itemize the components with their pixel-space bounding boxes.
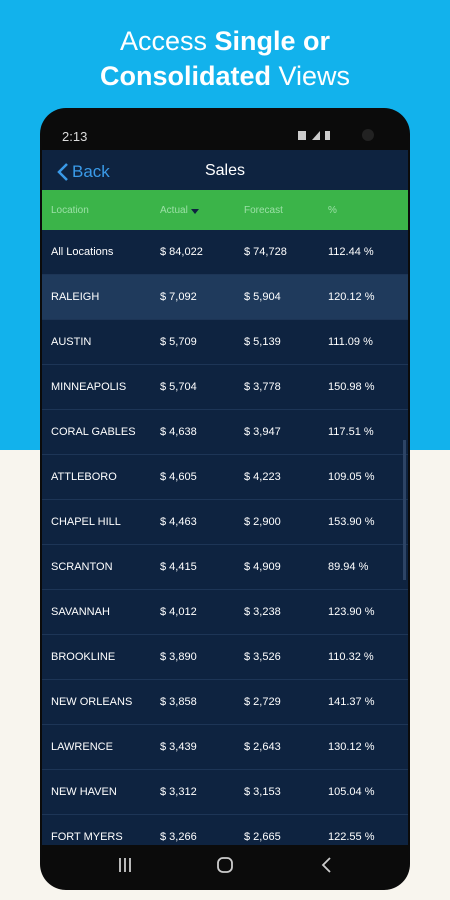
table-cell: 120.12 %	[328, 291, 375, 303]
table-cell: $ 2,729	[244, 696, 281, 708]
table-cell: 112.44 %	[328, 246, 374, 258]
nav-bar: Sales Back	[42, 150, 408, 190]
table-cell: $ 5,139	[244, 336, 281, 348]
table-cell: SAVANNAH	[51, 606, 110, 618]
table-row[interactable]: SCRANTON $ 4,415 $ 4,909 89.94 %	[42, 545, 408, 590]
table-cell: 89.94 %	[328, 561, 369, 573]
table-cell: $ 4,223	[244, 471, 281, 483]
table-cell: $ 3,439	[160, 741, 197, 753]
table-row[interactable]: SAVANNAH $ 4,012 $ 3,238 123.90 %	[42, 590, 408, 635]
table-cell: RALEIGH	[51, 291, 100, 303]
table-row[interactable]: BROOKLINE $ 3,890 $ 3,526 110.32 %	[42, 635, 408, 680]
table-row[interactable]: NEW ORLEANS $ 3,858 $ 2,729 141.37 %	[42, 680, 408, 725]
column-header[interactable]: Location	[51, 205, 89, 216]
table-cell: $ 3,312	[160, 786, 197, 798]
table-cell: $ 2,643	[244, 741, 281, 753]
back-button[interactable]: Back	[72, 162, 110, 181]
status-icons	[298, 129, 374, 141]
table-cell: $ 3,238	[244, 606, 281, 618]
table-cell: All Locations	[51, 246, 114, 258]
column-header[interactable]: Actual	[160, 205, 188, 216]
back-chevron[interactable]	[56, 162, 70, 182]
table-cell: 110.32 %	[328, 651, 374, 663]
table-cell: FORT MYERS	[51, 831, 123, 843]
phone: 2:13 Sales Back Location Actual Forecast% …	[40, 108, 410, 890]
table-cell: 117.51 %	[328, 426, 374, 438]
table-cell: $ 5,904	[244, 291, 281, 303]
system-nav	[119, 857, 331, 873]
scrollbar	[403, 440, 406, 580]
table-cell: 105.04 %	[328, 786, 375, 798]
sort-arrow	[191, 209, 199, 214]
table-cell: CORAL GABLES	[51, 426, 136, 438]
table-cell: BROOKLINE	[51, 651, 116, 663]
table-cell: 150.98 %	[328, 381, 375, 393]
table-row[interactable]: LAWRENCE $ 3,439 $ 2,643 130.12 %	[42, 725, 408, 770]
table-cell: SCRANTON	[51, 561, 113, 573]
table-cell: NEW HAVEN	[51, 786, 117, 798]
headline-text: Access	[119, 26, 215, 56]
table-row[interactable]: CORAL GABLES $ 4,638 $ 3,947 117.51 %	[42, 410, 408, 455]
table-cell: 141.37 %	[328, 696, 375, 708]
table-cell: 109.05 %	[328, 471, 375, 483]
table-row[interactable]: AUSTIN $ 5,709 $ 5,139 111.09 %	[42, 320, 408, 365]
table-cell: $ 4,638	[160, 426, 197, 438]
table-cell: $ 4,463	[160, 516, 197, 528]
table-cell: NEW ORLEANS	[51, 696, 133, 708]
screen: Sales Back Location Actual Forecast% All L…	[42, 150, 408, 845]
column-header[interactable]: Forecast	[244, 205, 283, 216]
headline-bold: Consolidated	[99, 61, 271, 91]
table-cell: 130.12 %	[328, 741, 375, 753]
table-cell: 111.09 %	[328, 336, 373, 348]
table-cell: $ 4,012	[160, 606, 197, 618]
table-cell: $ 3,947	[244, 426, 281, 438]
table-cell: LAWRENCE	[51, 741, 113, 753]
table-cell: $ 3,858	[160, 696, 197, 708]
table-row[interactable]: RALEIGH $ 7,092 $ 5,904 120.12 %	[42, 275, 408, 320]
table-cell: $ 3,266	[160, 831, 197, 843]
table-row[interactable]: MINNEAPOLIS $ 5,704 $ 3,778 150.98 %	[42, 365, 408, 410]
table-cell: MINNEAPOLIS	[51, 381, 127, 393]
table-cell: $ 2,900	[244, 516, 281, 528]
column-header[interactable]: %	[328, 205, 337, 216]
table-cell: $ 7,092	[160, 291, 197, 303]
table-cell: CHAPEL HILL	[51, 516, 121, 528]
table-row[interactable]: NEW HAVEN $ 3,312 $ 3,153 105.04 %	[42, 770, 408, 815]
status-time: 2:13	[62, 129, 88, 144]
headline-line: Access Single or	[0, 26, 450, 57]
headline-line: Consolidated Views	[0, 61, 450, 92]
table-cell: AUSTIN	[51, 336, 92, 348]
table-row[interactable]: ATTLEBORO $ 4,605 $ 4,223 109.05 %	[42, 455, 408, 500]
table-cell: 123.90 %	[328, 606, 375, 618]
table-cell: $ 4,415	[160, 561, 197, 573]
table-cell: 153.90 %	[328, 516, 375, 528]
table-header: Location Actual Forecast%	[42, 190, 408, 230]
table-cell: $ 2,665	[244, 831, 281, 843]
nav-title: Sales	[204, 162, 246, 179]
table-row[interactable]: CHAPEL HILL $ 4,463 $ 2,900 153.90 %	[42, 500, 408, 545]
table-cell: $ 3,890	[160, 651, 197, 663]
table-cell: $ 3,526	[244, 651, 281, 663]
headline-text: Views	[270, 61, 351, 91]
table-cell: 122.55 %	[328, 831, 375, 843]
headline-bold: Single or	[214, 26, 331, 56]
table-cell: $ 3,778	[244, 381, 281, 393]
table-row[interactable]: FORT MYERS $ 3,266 $ 2,665 122.55 %	[42, 815, 408, 845]
table-cell: $ 5,704	[160, 381, 197, 393]
table-cell: $ 74,728	[244, 246, 287, 258]
table-cell: $ 84,022	[160, 246, 203, 258]
table-cell: $ 4,605	[160, 471, 197, 483]
table-cell: $ 4,909	[244, 561, 281, 573]
table-cell: $ 5,709	[160, 336, 197, 348]
table-cell: $ 3,153	[244, 786, 281, 798]
table-cell: ATTLEBORO	[51, 471, 117, 483]
table-row[interactable]: All Locations $ 84,022 $ 74,728 112.44 %	[42, 230, 408, 275]
